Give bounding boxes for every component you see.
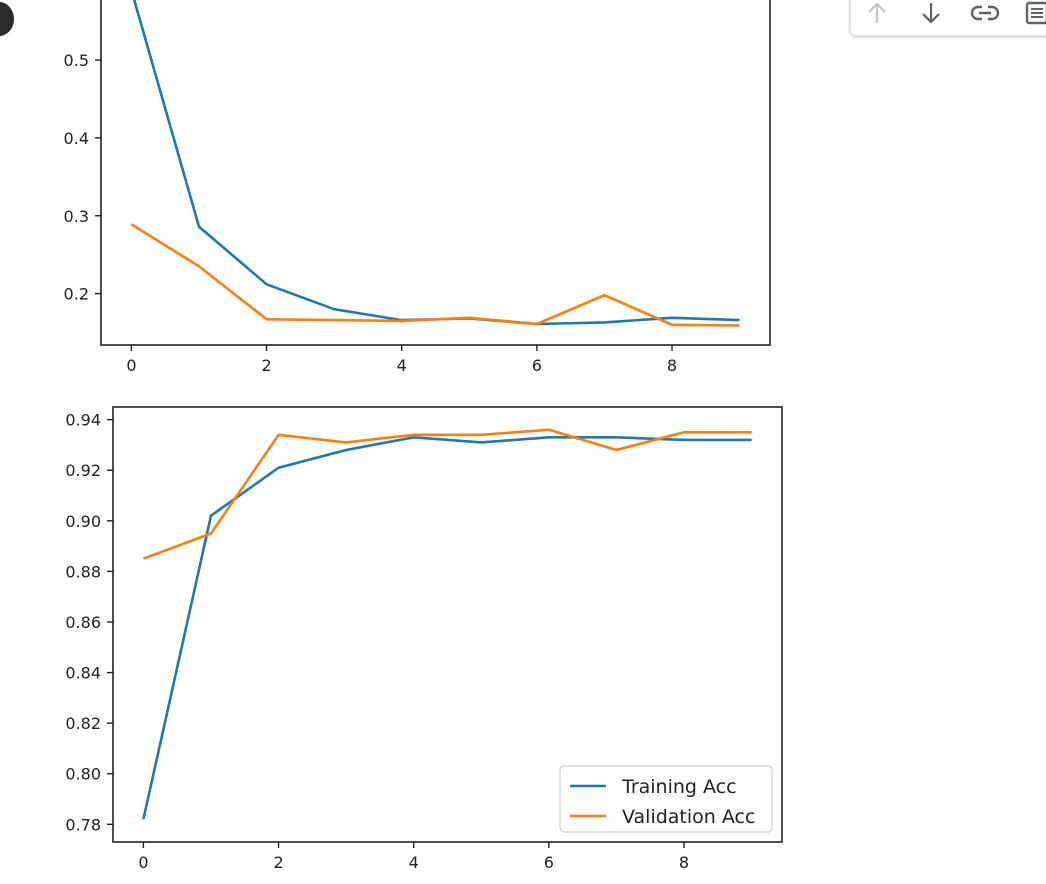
legend-box: [559, 765, 773, 833]
y-tick-label: 0.84: [65, 664, 101, 683]
x-tick-label: 8: [679, 853, 689, 872]
arrow-down-icon: [922, 3, 940, 24]
x-tick-label: 6: [532, 356, 542, 375]
x-tick-label: 8: [667, 356, 677, 375]
move-cell-down-button[interactable]: [911, 0, 951, 33]
series-line-1: [142, 428, 752, 560]
link-icon: [970, 5, 1000, 21]
y-tick-label: 0.4: [64, 129, 89, 148]
series-line-1: [130, 223, 740, 327]
y-tick-label: 0.2: [64, 285, 89, 304]
notes-icon: [1025, 1, 1046, 25]
cell-notes-button[interactable]: [1019, 0, 1046, 33]
y-tick-label: 0.86: [65, 613, 101, 632]
axes-frame: [100, 0, 771, 346]
legend: Training Acc Validation Acc: [559, 765, 773, 833]
accuracy-chart: 0 2 4 6 8 0.78 0.80 0.82 0.84 0.86 0.88 0.90 0.92 0.9…: [65, 406, 783, 872]
axes-frame: [112, 406, 783, 843]
y-tick-label: 0.90: [65, 512, 101, 531]
cell-toolbar: [850, 0, 1046, 36]
x-tick-label: 4: [397, 356, 407, 375]
y-tick-label: 0.78: [65, 815, 101, 834]
y-tick-label: 0.92: [65, 461, 101, 480]
arrow-up-icon: [868, 2, 886, 23]
y-tick-label: 0.88: [65, 562, 101, 581]
series-line-0: [132, 0, 740, 326]
x-tick-label: 6: [544, 853, 554, 872]
y-tick-label: 0.80: [65, 765, 101, 784]
x-tick-label: 4: [409, 853, 419, 872]
y-tick-label: 0.5: [64, 51, 89, 70]
legend-label-0: Training Acc: [621, 776, 737, 798]
cell-run-indicator: [0, 2, 14, 36]
series-line-0: [142, 435, 752, 820]
x-tick-label: 2: [261, 356, 271, 375]
move-cell-up-button[interactable]: [857, 0, 897, 33]
y-tick-label: 0.3: [64, 207, 89, 226]
link-to-cell-button[interactable]: [965, 0, 1005, 33]
y-tick-label: 0.82: [65, 714, 101, 733]
x-tick-label: 2: [273, 853, 283, 872]
y-tick-label: 0.94: [65, 411, 101, 430]
x-tick-label: 0: [126, 356, 136, 375]
x-tick-label: 0: [138, 853, 148, 872]
loss-chart: 0 2 4 6 8 0.2 0.3 0.4 0.5: [64, 0, 771, 375]
legend-label-1: Validation Acc: [622, 806, 755, 828]
